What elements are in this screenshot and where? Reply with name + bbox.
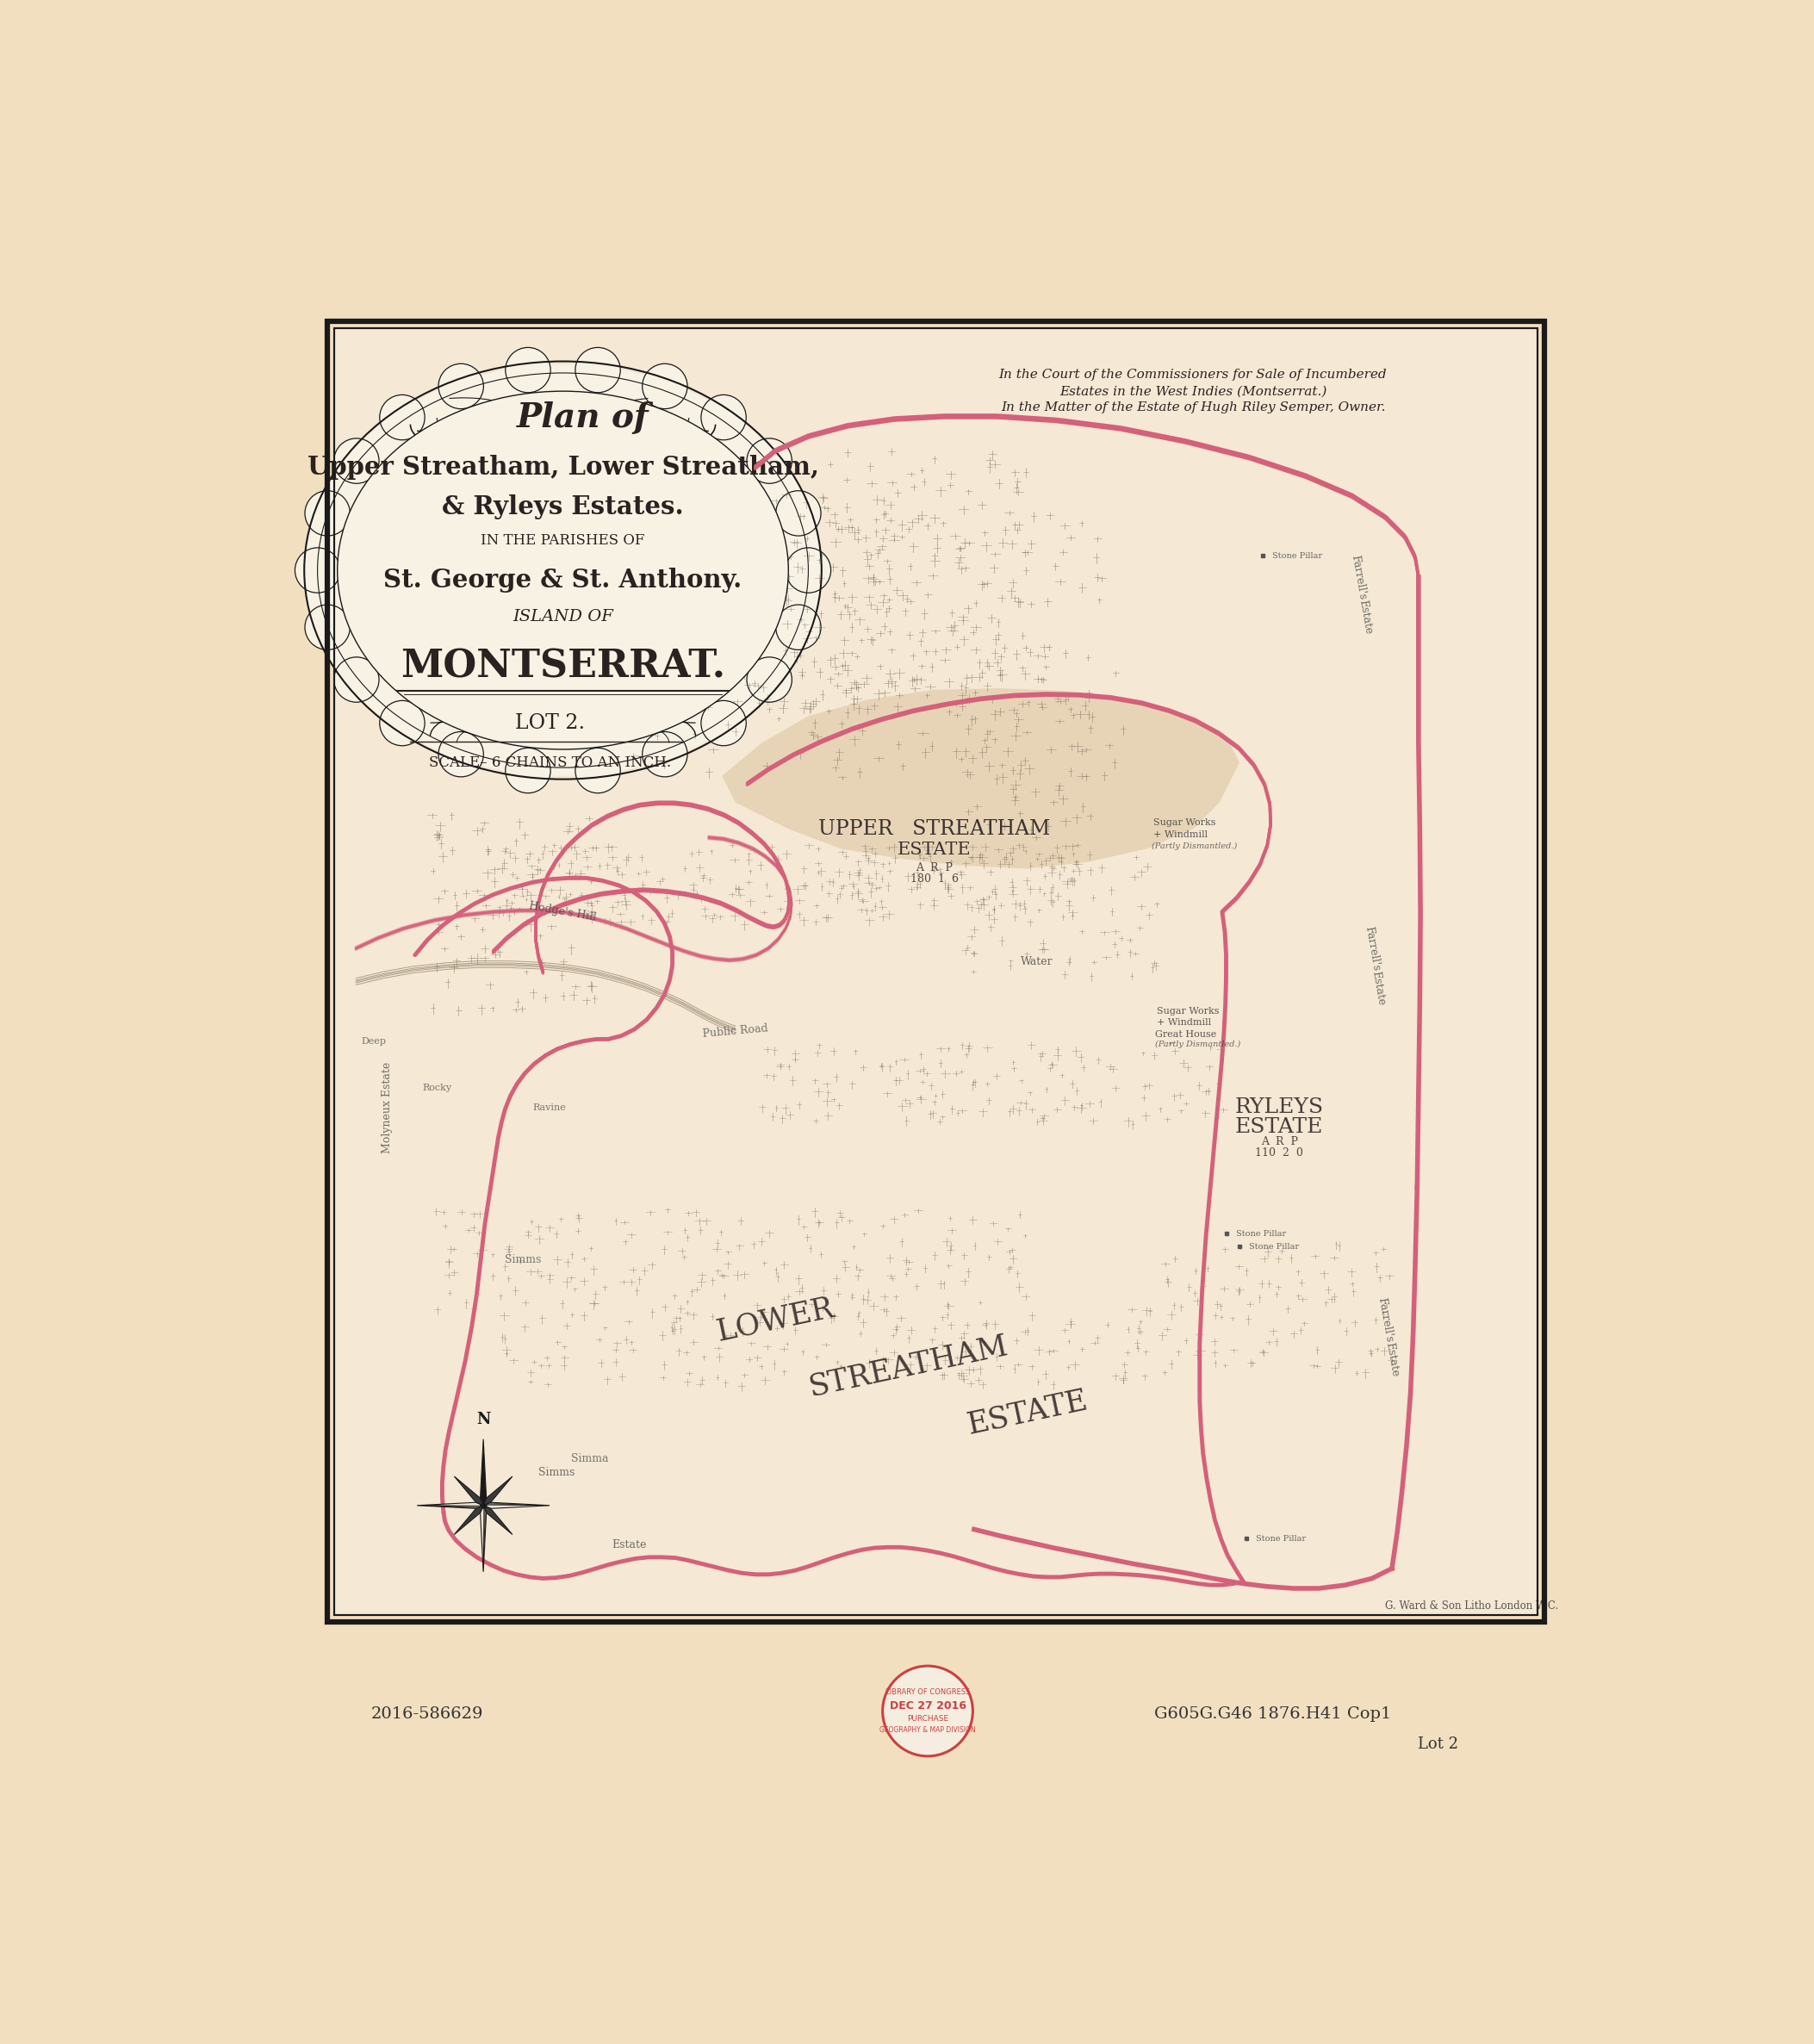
Text: Estates in the West Indies (Montserrat.): Estates in the West Indies (Montserrat.) xyxy=(1059,384,1326,397)
Text: LOT 2.: LOT 2. xyxy=(515,713,584,732)
Polygon shape xyxy=(481,1439,486,1506)
Text: St. George & St. Anthony.: St. George & St. Anthony. xyxy=(383,568,742,593)
Polygon shape xyxy=(417,1502,483,1508)
Text: Estate: Estate xyxy=(611,1539,646,1551)
Text: UPPER   STREATHAM: UPPER STREATHAM xyxy=(818,820,1050,838)
Bar xyxy=(334,329,1538,1615)
Circle shape xyxy=(575,748,620,793)
Circle shape xyxy=(296,548,339,593)
Text: 110  2  0: 110 2 0 xyxy=(1255,1147,1302,1159)
Text: Farrell's: Farrell's xyxy=(1375,1296,1395,1343)
Text: (Partly Dismantled.): (Partly Dismantled.) xyxy=(1152,842,1237,850)
Circle shape xyxy=(379,394,424,439)
Text: Public Road: Public Road xyxy=(702,1022,769,1040)
Text: Farrell's: Farrell's xyxy=(1350,554,1368,601)
Text: + Windmill: + Windmill xyxy=(1154,830,1208,838)
Circle shape xyxy=(305,605,350,650)
Circle shape xyxy=(785,548,831,593)
Text: IN THE PARISHES OF: IN THE PARISHES OF xyxy=(481,533,646,548)
Circle shape xyxy=(506,347,550,392)
Text: In the Matter of the Estate of Hugh Riley Semper, Owner.: In the Matter of the Estate of Hugh Rile… xyxy=(1001,403,1386,413)
Bar xyxy=(334,329,1538,1615)
Text: Deep: Deep xyxy=(361,1036,386,1044)
Text: Simms: Simms xyxy=(539,1468,575,1478)
Text: ESTATE: ESTATE xyxy=(1235,1118,1322,1136)
Text: ESTATE: ESTATE xyxy=(898,842,970,858)
Text: Hodge's Hill: Hodge's Hill xyxy=(528,901,597,924)
Circle shape xyxy=(334,437,379,484)
Text: Water: Water xyxy=(1021,957,1054,967)
Text: LIBRARY OF CONGRESS: LIBRARY OF CONGRESS xyxy=(885,1688,970,1697)
Text: Simma: Simma xyxy=(571,1453,608,1466)
Circle shape xyxy=(747,656,793,703)
Text: In the Court of the Commissioners for Sale of Incumbered: In the Court of the Commissioners for Sa… xyxy=(1000,368,1388,380)
Text: A  R  P: A R P xyxy=(916,863,952,873)
Circle shape xyxy=(883,1666,972,1756)
Circle shape xyxy=(506,748,550,793)
Text: Sugar Works: Sugar Works xyxy=(1157,1008,1219,1016)
Text: 180  1  6: 180 1 6 xyxy=(911,873,958,885)
Text: N: N xyxy=(477,1412,490,1427)
Text: G. Ward & Son Litho London W.C.: G. Ward & Son Litho London W.C. xyxy=(1384,1600,1558,1613)
Text: ESTATE: ESTATE xyxy=(965,1386,1090,1439)
Text: Molyneux Estate: Molyneux Estate xyxy=(381,1061,394,1153)
Bar xyxy=(328,321,1544,1621)
Text: Farrell's: Farrell's xyxy=(1362,926,1382,971)
Polygon shape xyxy=(483,1506,512,1535)
Text: + Windmill: + Windmill xyxy=(1157,1018,1212,1026)
Text: A  R  P: A R P xyxy=(1261,1136,1297,1147)
Circle shape xyxy=(747,437,793,484)
Text: & Ryleys Estates.: & Ryleys Estates. xyxy=(443,495,684,519)
Text: STREATHAM: STREATHAM xyxy=(805,1331,1010,1402)
Polygon shape xyxy=(483,1502,550,1508)
Text: PURCHASE: PURCHASE xyxy=(907,1715,949,1723)
Text: DEC 27 2016: DEC 27 2016 xyxy=(889,1701,967,1711)
Text: Simms: Simms xyxy=(504,1255,541,1265)
Circle shape xyxy=(776,605,822,650)
Text: Upper Streatham, Lower Streatham,: Upper Streatham, Lower Streatham, xyxy=(307,456,818,480)
Polygon shape xyxy=(483,1476,512,1506)
Polygon shape xyxy=(481,1506,486,1572)
Polygon shape xyxy=(722,689,1239,869)
Circle shape xyxy=(642,364,688,409)
Text: Ravine: Ravine xyxy=(533,1104,566,1112)
Text: SCALE– 6 CHAINS TO AN INCH.: SCALE– 6 CHAINS TO AN INCH. xyxy=(428,756,671,771)
Text: Stone Pillar: Stone Pillar xyxy=(1235,1230,1286,1237)
Text: 2016-586629: 2016-586629 xyxy=(370,1707,483,1723)
Text: Lot 2: Lot 2 xyxy=(1419,1737,1458,1752)
Text: Stone Pillar: Stone Pillar xyxy=(1255,1535,1306,1543)
Circle shape xyxy=(439,732,484,777)
Bar xyxy=(328,321,1544,1621)
Ellipse shape xyxy=(337,390,789,750)
Polygon shape xyxy=(454,1506,483,1535)
Text: Plan of: Plan of xyxy=(517,401,649,433)
Text: Estate: Estate xyxy=(1357,599,1373,636)
Text: Stone Pillar: Stone Pillar xyxy=(1250,1243,1299,1251)
Text: MONTSERRAT.: MONTSERRAT. xyxy=(401,648,726,685)
Text: GEOGRAPHY & MAP DIVISION: GEOGRAPHY & MAP DIVISION xyxy=(880,1725,976,1733)
Polygon shape xyxy=(454,1476,483,1506)
Text: ISLAND OF: ISLAND OF xyxy=(513,609,613,625)
Text: RYLEYS: RYLEYS xyxy=(1235,1098,1324,1118)
Circle shape xyxy=(776,491,822,536)
Circle shape xyxy=(439,364,484,409)
Text: Stone Pillar: Stone Pillar xyxy=(1273,552,1322,560)
Bar xyxy=(334,329,1538,1615)
Text: (Partly Dismantled.): (Partly Dismantled.) xyxy=(1156,1040,1241,1049)
Text: Sugar Works: Sugar Works xyxy=(1154,818,1215,826)
Circle shape xyxy=(305,491,350,536)
Circle shape xyxy=(700,394,746,439)
Text: LOWER: LOWER xyxy=(713,1294,836,1347)
Text: Great House: Great House xyxy=(1156,1030,1217,1038)
Ellipse shape xyxy=(305,364,822,777)
Circle shape xyxy=(334,656,379,703)
Text: G605G.G46 1876.H41 Cop1: G605G.G46 1876.H41 Cop1 xyxy=(1154,1707,1391,1723)
Circle shape xyxy=(642,732,688,777)
Text: Estate: Estate xyxy=(1384,1341,1400,1378)
Circle shape xyxy=(575,347,620,392)
Text: Estate: Estate xyxy=(1370,971,1388,1006)
Text: Rocky: Rocky xyxy=(423,1083,452,1091)
Circle shape xyxy=(700,701,746,746)
Circle shape xyxy=(379,701,424,746)
